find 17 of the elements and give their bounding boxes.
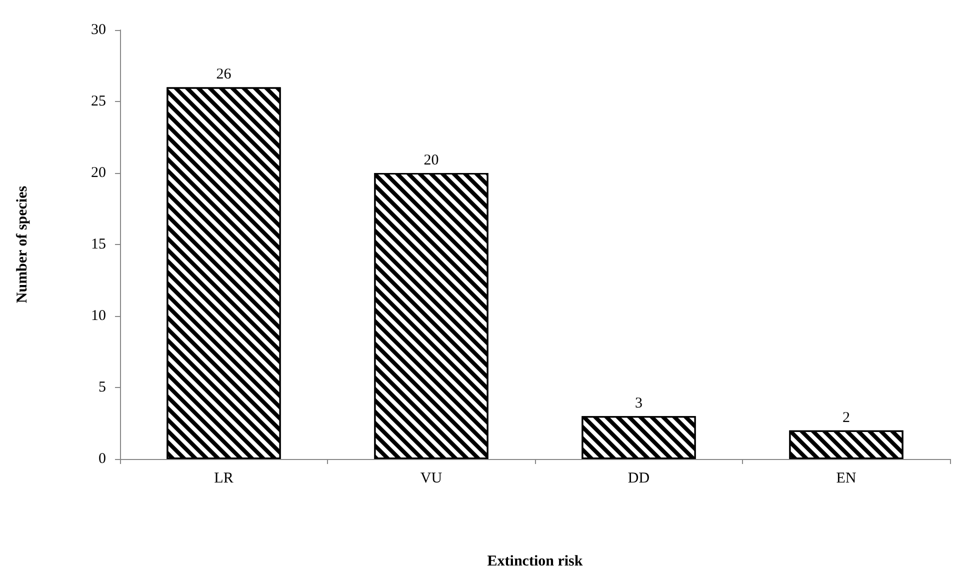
y-tick-label: 15 — [91, 236, 106, 252]
y-axis-title: Number of species — [14, 186, 30, 304]
y-tick-label: 5 — [98, 380, 106, 396]
y-tick-label: 30 — [91, 22, 106, 38]
data-label: 3 — [635, 396, 642, 412]
x-tick-label: VU — [420, 470, 442, 486]
y-tick-label: 20 — [91, 165, 106, 181]
x-tick-label: DD — [628, 470, 650, 486]
data-label: 26 — [216, 66, 232, 83]
y-tick-label: 0 — [98, 451, 106, 467]
y-tick-label: 10 — [91, 308, 106, 324]
x-tick-label: LR — [214, 470, 234, 486]
y-tick-label: 25 — [91, 94, 106, 110]
x-axis-title: Extinction risk — [487, 554, 584, 570]
data-label: 20 — [424, 152, 439, 168]
data-label: 2 — [842, 410, 850, 426]
x-tick-label: EN — [836, 470, 856, 486]
